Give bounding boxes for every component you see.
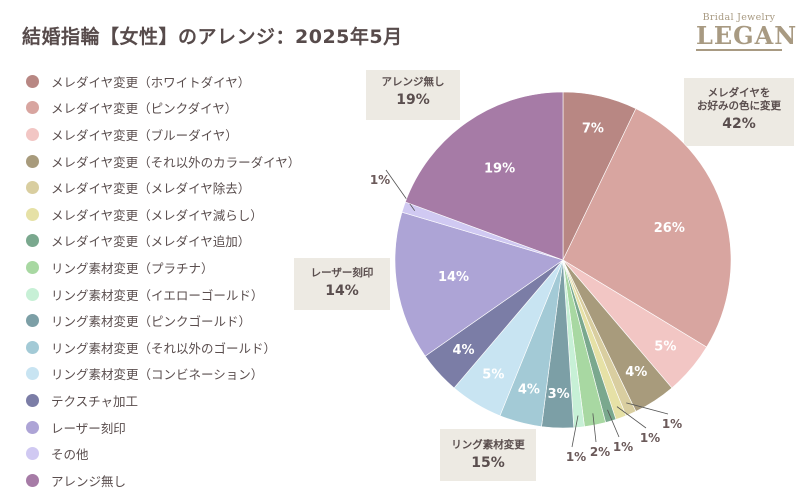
legend-swatch [26,473,39,487]
legend-swatch [26,367,39,381]
slice-label: 7% [582,121,604,136]
legend-label: メレダイヤ変更（ホワイトダイヤ） [51,74,251,90]
pie-slice [394,211,564,357]
legend-swatch [26,314,39,328]
legend-item: リング素材変更（プラチナ） [26,254,300,281]
legend: メレダイヤ変更（ホワイトダイヤ） メレダイヤ変更（ピンクダイヤ） メレダイヤ変更（ブ… [26,68,300,494]
callout-value: 42% [722,116,756,132]
legend-label: レーザー刻印 [51,420,126,436]
logo-tagline: Bridal Jewelry [702,12,776,23]
callout-label-line2: お好みの色に変更 [697,100,781,112]
brand-logo: Bridal Jewelry LEGAN [696,12,798,51]
legend-label: テクスチャ加工 [51,393,139,409]
pie-slice [562,108,732,348]
legend-swatch [26,101,39,115]
slice-label: 4% [452,343,474,358]
callout-label-line1: メレダイヤを [707,87,771,99]
slice-label: 3% [548,387,570,402]
legend-swatch [26,340,39,354]
slice-label: 4% [518,383,540,398]
legend-item: アレンジ無し [26,467,300,494]
legend-swatch [26,74,39,88]
slice-label: 26% [654,221,685,236]
slice-label: 2% [590,445,610,459]
legend-label: メレダイヤ変更（ピンクダイヤ） [51,101,238,117]
legend-swatch [26,154,39,168]
legend-label: リング素材変更（ピンクゴールド） [51,314,252,330]
legend-swatch [26,260,39,274]
legend-item: リング素材変更（イエローゴールド） [26,281,300,308]
legend-item: リング素材変更（ピンクゴールド） [26,307,300,334]
callout-label: レーザー刻印 [310,267,374,279]
legend-label: その他 [51,447,89,463]
legend-swatch [26,447,39,461]
slice-label: 4% [625,365,647,380]
legend-swatch [26,207,39,221]
legend-item: その他 [26,440,300,467]
legend-item: メレダイヤ変更（メレダイヤ減らし） [26,201,300,228]
legend-swatch [26,127,39,141]
callout-ring-material: リング素材変更 15% [440,429,536,481]
callout-label: アレンジ無し [381,76,445,88]
slice-label: 19% [484,162,515,177]
legend-swatch [26,393,39,407]
slice-label: 1% [640,431,660,445]
legend-label: メレダイヤ変更（それ以外のカラーダイヤ） [51,154,301,170]
legend-label: リング素材変更（コンビネーション） [51,367,264,383]
legend-item: メレダイヤ変更（メレダイヤ追加） [26,228,300,255]
slice-label: 1% [370,173,390,187]
legend-label: メレダイヤ変更（メレダイヤ除去） [51,181,251,197]
leader-line [626,402,669,415]
legend-item: メレダイヤ変更（ホワイトダイヤ） [26,68,300,95]
leader-line [607,409,620,438]
legend-label: リング素材変更（イエローゴールド） [51,287,264,303]
legend-swatch [26,181,39,195]
legend-label: メレダイヤ変更（ブルーダイヤ） [51,127,238,143]
slice-label: 1% [613,440,633,454]
legend-label: メレダイヤ変更（メレダイヤ追加） [51,234,251,250]
legend-label: リング素材変更（プラチナ） [51,260,214,276]
slice-label: 5% [654,340,676,355]
legend-item: リング素材変更（コンビネーション） [26,361,300,388]
leader-line [571,415,579,448]
legend-item: リング素材変更（それ以外のゴールド） [26,334,300,361]
legend-swatch [26,420,39,434]
chart-title: 結婚指輪【女性】のアレンジ：2025年5月 [22,26,403,48]
legend-item: テクスチャ加工 [26,387,300,414]
leader-line [592,413,597,443]
legend-item: メレダイヤ変更（ブルーダイヤ） [26,121,300,148]
leader-line [616,406,647,429]
legend-swatch [26,234,39,248]
legend-label: リング素材変更（それ以外のゴールド） [51,340,277,356]
callout-value: 19% [396,92,430,108]
pie-slice [404,91,564,261]
legend-label: メレダイヤ変更（メレダイヤ減らし） [51,207,263,223]
legend-item: メレダイヤ変更（メレダイヤ除去） [26,174,300,201]
slice-label: 14% [438,270,469,285]
callout-no-arrangement: アレンジ無し 19% [366,70,460,120]
logo-wordmark: LEGAN [696,21,798,51]
legend-swatch [26,287,39,301]
callout-melee-color: メレダイヤを お好みの色に変更 42% [684,78,794,146]
legend-label: アレンジ無し [51,473,127,489]
legend-item: レーザー刻印 [26,414,300,441]
legend-item: メレダイヤ変更（ピンクダイヤ） [26,95,300,122]
callout-laser-engraving: レーザー刻印 14% [294,258,390,310]
slice-label: 5% [482,367,504,382]
slice-label: 1% [566,450,586,464]
callout-value: 14% [325,283,359,299]
slice-label: 1% [662,417,682,431]
callout-value: 15% [471,455,505,471]
callout-label: リング素材変更 [451,439,525,451]
legend-item: メレダイヤ変更（それ以外のカラーダイヤ） [26,148,300,175]
